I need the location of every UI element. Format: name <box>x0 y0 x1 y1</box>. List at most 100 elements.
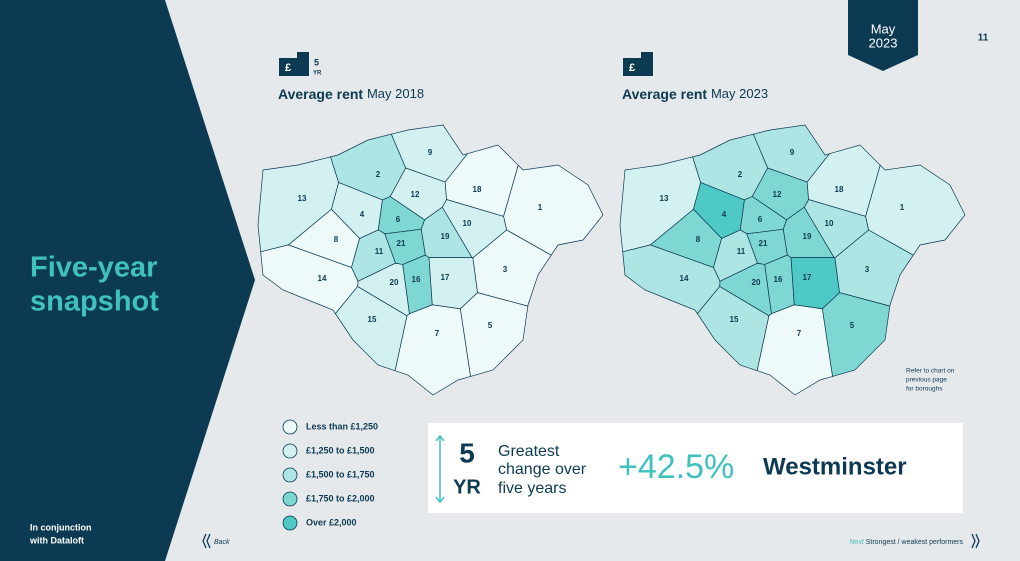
borough-label: 11 <box>375 247 384 256</box>
borough-label: 1 <box>538 203 543 212</box>
legend-swatch <box>282 491 298 507</box>
borough-label: 7 <box>435 329 440 338</box>
borough-label: 8 <box>334 235 339 244</box>
borough-label: 2 <box>738 170 743 179</box>
borough-label: 9 <box>790 148 795 157</box>
next-link[interactable]: Next Strongest / weakest performers <box>849 539 963 546</box>
title-line: snapshot <box>30 286 159 318</box>
borough-label: 14 <box>318 274 327 283</box>
icon-number: 5 <box>314 57 319 67</box>
credit-line: In conjunction <box>30 522 92 532</box>
back-chevron <box>202 533 211 549</box>
legend-swatch <box>282 515 298 531</box>
borough-label: 5 <box>488 321 493 330</box>
legend-label: £1,500 to £1,750 <box>306 469 375 479</box>
legend-swatch <box>282 443 298 459</box>
legend-label: £1,250 to £1,500 <box>306 445 375 455</box>
borough-label: 19 <box>441 232 450 241</box>
rent-icon: £ <box>623 52 653 76</box>
page-number: 11 <box>978 33 989 44</box>
title-line: Five-year <box>30 252 157 284</box>
map-period: May 2023 <box>711 86 768 101</box>
date-badge <box>848 0 918 71</box>
borough-label: 13 <box>660 194 669 203</box>
badge-month: May <box>871 21 896 36</box>
borough-label: 10 <box>463 219 472 228</box>
borough-label: 4 <box>360 210 365 219</box>
note-line: Refer to chart on <box>906 368 955 375</box>
back-button[interactable]: Back <box>202 533 230 549</box>
borough-label: 6 <box>396 215 401 224</box>
borough-label: 15 <box>730 315 739 324</box>
borough-label: 16 <box>412 275 421 284</box>
borough-label: 21 <box>397 239 406 248</box>
borough-label: 9 <box>428 148 433 157</box>
borough-label: 14 <box>680 274 689 283</box>
borough-label: 2 <box>376 170 381 179</box>
borough-label: 4 <box>722 210 727 219</box>
back-label[interactable]: Back <box>214 539 230 546</box>
map-period: May 2018 <box>367 86 424 101</box>
note-line: previous page <box>906 377 947 384</box>
borough <box>384 228 426 265</box>
borough <box>257 156 339 253</box>
arrow-icon <box>435 434 445 504</box>
caption-line: Greatest <box>498 443 560 460</box>
next-title: Strongest / weakest performers <box>866 539 964 546</box>
borough <box>619 156 701 253</box>
borough-label: 6 <box>758 215 763 224</box>
borough-label: 19 <box>803 232 812 241</box>
highlight-change: +42.5% <box>618 448 734 486</box>
highlight-unit: YR <box>453 476 481 498</box>
sidebar-panel <box>0 0 255 561</box>
caption-line: five years <box>498 480 566 497</box>
next-chevron <box>971 533 980 549</box>
borough-label: 21 <box>759 239 768 248</box>
borough-label: 13 <box>298 194 307 203</box>
borough-label: 18 <box>473 185 482 194</box>
borough-label: 7 <box>797 329 802 338</box>
legend: Less than £1,250 £1,250 to £1,500 £1,500 t… <box>282 419 378 531</box>
borough-label: 18 <box>835 185 844 194</box>
next-label: Next <box>849 539 864 546</box>
borough <box>806 144 881 217</box>
legend-swatch <box>282 467 298 483</box>
legend-label: Over £2,000 <box>306 517 357 527</box>
caption-line: change over <box>498 461 587 478</box>
rent-icon: £ <box>279 52 309 76</box>
note-line: for boroughs <box>906 386 943 393</box>
badge-year: 2023 <box>869 35 898 50</box>
borough-label: 3 <box>503 265 508 274</box>
map-title: Average rent <box>622 86 707 102</box>
borough-label: 10 <box>825 219 834 228</box>
borough-label: 8 <box>696 235 701 244</box>
borough-label: 11 <box>737 247 746 256</box>
icon-unit: YR <box>313 71 322 77</box>
borough-label: 20 <box>752 278 761 287</box>
borough-label: 15 <box>368 315 377 324</box>
map-heading: Average rent May 2018 <box>278 86 424 102</box>
borough-label: 1 <box>900 203 905 212</box>
next-button[interactable]: Next Strongest / weakest performers <box>849 533 980 549</box>
highlight-borough: Westminster <box>763 453 907 480</box>
svg-text:£: £ <box>285 62 291 74</box>
highlight-box <box>428 423 963 513</box>
highlight-number: 5 <box>459 437 475 468</box>
borough-label: 17 <box>803 273 812 282</box>
map-heading: Average rent May 2023 <box>622 86 768 102</box>
borough <box>444 144 519 217</box>
borough-label: 3 <box>865 265 870 274</box>
borough-label: 12 <box>773 190 782 199</box>
svg-text:£: £ <box>629 62 635 74</box>
legend-label: Less than £1,250 <box>306 421 378 431</box>
borough-label: 12 <box>411 190 420 199</box>
borough-label: 5 <box>850 321 855 330</box>
borough-label: 17 <box>441 273 450 282</box>
legend-swatch <box>282 419 298 435</box>
legend-label: £1,750 to £2,000 <box>306 493 375 503</box>
